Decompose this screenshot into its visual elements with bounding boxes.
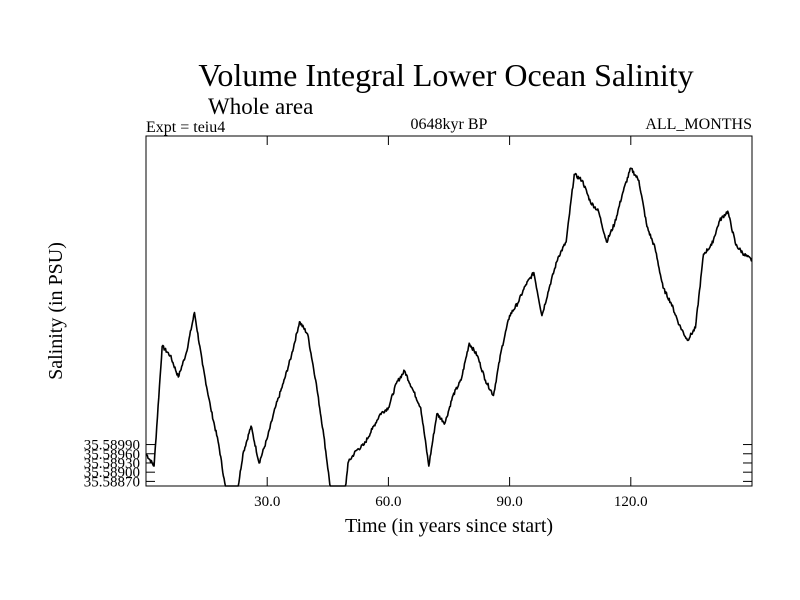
x-tick-label: 30.0: [254, 494, 280, 510]
y-tick-label: 35.58930: [84, 456, 140, 472]
experiment-label: Expt = teiu4: [146, 119, 225, 136]
x-tick-label: 60.0: [375, 494, 401, 510]
x-tick-label: 120.0: [614, 494, 648, 510]
months-label: ALL_MONTHS: [645, 116, 752, 133]
x-axis: 30.0 60.0 90.0 120.0: [254, 136, 648, 510]
x-tick-label: 90.0: [496, 494, 522, 510]
chart-subtitle: Whole area: [208, 94, 313, 119]
period-label: 0648kyr BP: [411, 116, 488, 133]
salinity-series-line: [145, 167, 753, 487]
y-axis-label: Salinity (in PSU): [45, 242, 67, 380]
y-tick-label: 35.58990: [84, 438, 140, 454]
y-tick-label: 35.58870: [84, 474, 140, 490]
x-axis-label: Time (in years since start): [345, 515, 553, 537]
plot-frame: [145, 135, 753, 487]
chart-title: Volume Integral Lower Ocean Salinity: [198, 57, 693, 93]
y-tick-label: 35.58960: [84, 447, 140, 463]
y-tick-label: 35.58900: [84, 465, 140, 481]
